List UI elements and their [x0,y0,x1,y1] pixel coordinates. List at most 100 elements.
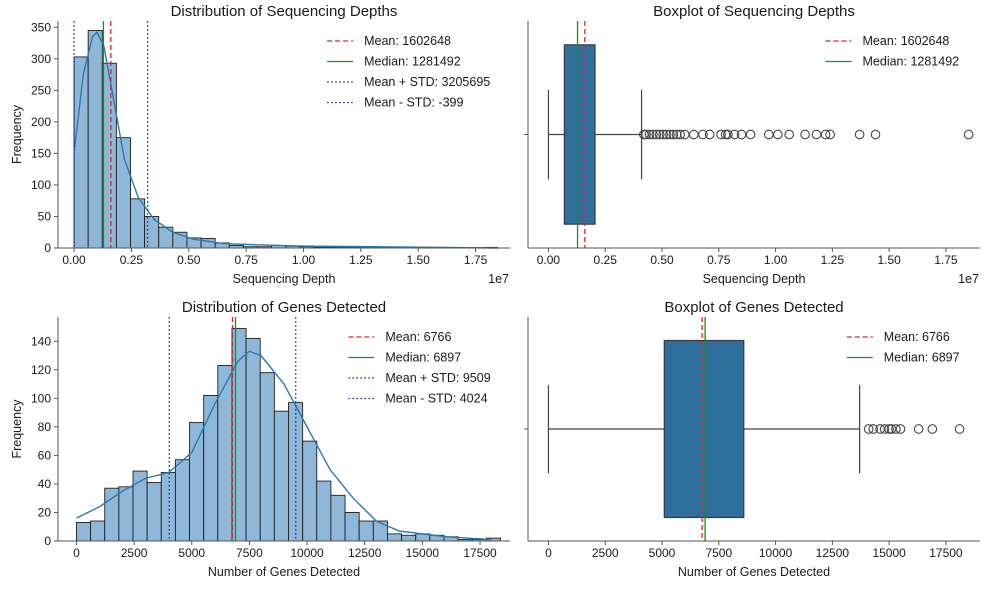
outlier-point [648,129,658,140]
y-tick-label: 200 [31,115,51,129]
outlier-point [870,129,881,140]
chart-title: Distribution of Sequencing Depths [171,3,398,20]
outlier-point [863,424,874,434]
y-tick-label: 50 [38,209,52,223]
outlier-point [661,129,672,140]
x-tick-label: 2500 [592,546,619,560]
outlier-point [854,129,865,140]
chart-panel-2: Boxplot of Sequencing Depths 0.00 0.25 0.50… [524,3,980,286]
histogram-bar [273,410,289,542]
outlier-point [763,129,774,140]
outlier-point [671,129,682,140]
histogram-bar [73,56,89,249]
x-tick-label: 17500 [929,546,963,560]
histogram-bar [118,486,134,542]
y-tick-label: 40 [38,477,52,491]
box-iqr [663,339,745,519]
histogram-bar [90,520,106,542]
x-tick-label: 1.50 [877,253,901,267]
outlier-point [927,424,938,434]
x-tick-label: 1.50 [407,253,431,267]
outlier-point [784,129,795,140]
x-tick-label: 0.00 [537,253,561,267]
y-tick-label: 0 [44,241,51,255]
legend-label: Median: 6897 [385,351,461,365]
outlier-point [704,129,715,140]
x-tick-label: 0.75 [707,253,731,267]
histogram-bar [401,534,417,542]
legend-label: Mean - STD: -399 [364,96,463,110]
x-tick-label: 0.75 [234,253,258,267]
y-tick-label: 300 [31,52,51,66]
y-tick-label: 350 [31,20,51,34]
outlier-point [895,424,906,434]
x-tick-label: 0 [545,546,552,560]
x-offset-label: 1e7 [488,272,509,286]
outlier-point [879,424,890,434]
x-tick-label: 1.75 [934,253,958,267]
chart-title: Boxplot of Genes Detected [664,299,843,316]
outlier-point [641,129,651,140]
outlier-point [723,129,733,140]
outlier-point [716,129,726,140]
outlier-point [654,129,665,140]
histogram-bar [75,522,92,542]
y-tick-label: 100 [31,391,51,405]
x-tick-label: 1.00 [292,253,316,267]
outlier-point [913,424,924,434]
x-tick-label: 0.50 [650,253,674,267]
y-axis-label: Frequency [10,399,24,459]
x-tick-label: 17500 [463,546,497,560]
histogram-bar [174,459,190,542]
legend: Mean: 1602648 Median: 1281492 [825,34,959,69]
x-tick-label: 10000 [759,546,793,560]
outlier-point [811,129,822,140]
x-tick-label: 12500 [348,546,382,560]
x-tick-label: 1.00 [764,253,788,267]
x-tick-label: 15000 [406,546,440,560]
y-tick-label: 60 [38,448,52,462]
legend: Mean: 1602648 Median: 1281492 Mean + STD: … [327,34,490,110]
outlier-point [675,129,686,140]
histogram-bar [302,440,318,542]
legend-label: Median: 6897 [884,351,960,365]
legend-label: Mean: 6766 [884,330,950,344]
histogram-bar [387,533,403,542]
outlier-point [800,129,810,140]
x-tick-label: 0.25 [120,253,144,267]
outlier-point [644,129,655,140]
x-tick-label: 15000 [872,546,906,560]
chart-panel-1: Distribution of Sequencing Depths 0 50 100 1… [10,3,510,286]
legend-label: Mean + STD: 3205695 [364,75,490,89]
x-axis-label: Sequencing Depth [233,272,336,286]
x-axis-label: Number of Genes Detected [208,565,360,579]
outlier-point [884,424,894,434]
x-offset-label: 1e7 [958,272,979,286]
y-tick-label: 120 [31,363,51,377]
y-tick-label: 100 [31,178,51,192]
legend: Mean: 6766 Median: 6897 [846,330,960,365]
outlier-point [891,424,901,434]
outlier-point [825,129,835,140]
x-tick-label: 0 [73,546,80,560]
x-tick-label: 10000 [290,546,324,560]
histogram-bar [330,494,346,542]
histogram-bar [130,198,146,249]
kde-line [76,350,492,541]
legend: Mean: 6766 Median: 6897 Mean + STD: 9509 Me… [348,330,491,406]
x-tick-label: 5000 [649,546,676,560]
legend-label: Mean: 1602648 [364,34,451,48]
histogram-bar [288,402,304,542]
x-tick-label: 0.50 [177,253,201,267]
histogram-bar [203,395,219,542]
outlier-point [668,129,679,140]
histogram-bar [358,520,374,542]
x-tick-label: 5000 [178,546,205,560]
x-tick-label: 0.00 [62,253,86,267]
x-axis-label: Number of Genes Detected [678,565,830,579]
histogram-bar [87,30,103,249]
x-tick-label: 1.25 [821,253,845,267]
histogram-bar [259,372,275,542]
histogram-bar [316,480,332,542]
